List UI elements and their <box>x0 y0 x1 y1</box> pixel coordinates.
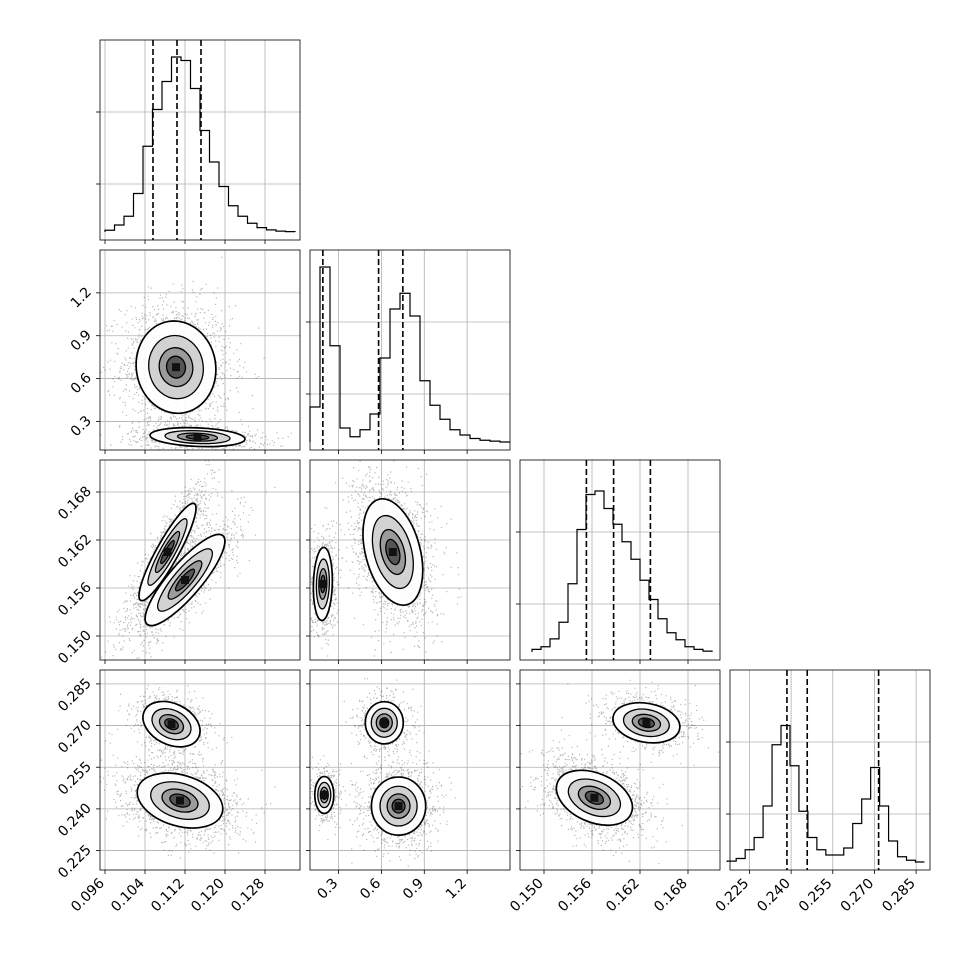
histogram-steps <box>104 56 296 233</box>
x-tick-label: 0.112 <box>148 876 188 916</box>
x-tick-label: 0.240 <box>754 876 794 916</box>
y-tick-label: 0.225 <box>55 842 95 882</box>
panel-frame <box>519 459 721 661</box>
panel-frame <box>99 39 301 241</box>
x-tick-label: 0.168 <box>651 876 691 916</box>
density-peak <box>642 718 651 727</box>
density-peak <box>163 548 172 556</box>
y-tick-label: 0.255 <box>55 759 95 799</box>
y-tick-label: 1.2 <box>68 284 95 311</box>
panel-frame <box>309 669 511 871</box>
x-tick-label: 0.285 <box>879 876 919 916</box>
x-tick-label: 0.270 <box>838 876 878 916</box>
scatter-panel-1-2 <box>309 459 511 661</box>
x-tick-label: 0.6 <box>357 875 384 902</box>
y-tick-label: 0.270 <box>55 717 95 757</box>
y-tick-label: 0.162 <box>55 532 95 572</box>
histogram-steps <box>531 490 713 652</box>
x-tick-label: 0.3 <box>314 876 341 903</box>
density-peak <box>590 793 599 802</box>
panel-frame <box>309 249 511 451</box>
panel-frame <box>99 459 301 661</box>
panel-frame <box>99 669 301 871</box>
x-tick-label: 1.2 <box>443 876 470 903</box>
scatter-panel-0-2 <box>99 459 301 661</box>
density-peak <box>380 718 389 727</box>
x-tick-label: 0.150 <box>507 876 547 916</box>
density-peak <box>388 548 397 556</box>
panel-frame <box>519 669 721 871</box>
x-tick-label: 0.120 <box>188 876 228 916</box>
x-tick-label: 0.096 <box>68 875 108 915</box>
scatter-panel-2-3 <box>519 669 721 871</box>
x-tick-label: 0.156 <box>555 875 595 915</box>
y-tick-label: 0.9 <box>68 327 95 354</box>
y-tick-label: 0.285 <box>55 675 95 715</box>
histogram-steps <box>309 266 510 443</box>
histogram-panel-0 <box>96 39 301 241</box>
density-peak <box>320 791 329 799</box>
x-tick-label: 0.128 <box>228 876 268 916</box>
density-peak <box>176 796 184 805</box>
x-tick-label: 0.225 <box>713 876 753 916</box>
y-tick-label: 0.168 <box>55 484 95 524</box>
scatter-points <box>520 679 719 865</box>
x-tick-label: 0.162 <box>603 876 643 916</box>
x-tick-label: 0.104 <box>108 875 148 915</box>
density-peak <box>172 363 180 372</box>
x-tick-label: 0.255 <box>796 876 836 916</box>
histogram-panel-1 <box>306 249 511 451</box>
panel-frame <box>729 669 931 871</box>
y-tick-label: 0.150 <box>55 628 95 668</box>
y-tick-label: 0.240 <box>55 800 95 840</box>
histogram-steps <box>726 724 925 863</box>
density-peak <box>193 433 202 442</box>
scatter-panel-1-3 <box>309 669 511 871</box>
panel-frame <box>99 249 301 451</box>
density-peak <box>394 802 403 811</box>
density-peak <box>318 580 327 588</box>
y-tick-label: 0.6 <box>68 370 95 397</box>
density-peak <box>181 576 189 584</box>
scatter-panel-0-1 <box>99 249 301 451</box>
scatter-panel-0-3 <box>99 669 301 871</box>
histogram-panel-2 <box>516 459 721 661</box>
y-tick-label: 0.3 <box>68 413 95 440</box>
panel-frame <box>309 459 511 661</box>
x-tick-label: 0.9 <box>400 876 427 903</box>
y-tick-label: 0.156 <box>55 579 95 619</box>
histogram-panel-3 <box>726 669 931 871</box>
density-peak <box>167 720 176 729</box>
